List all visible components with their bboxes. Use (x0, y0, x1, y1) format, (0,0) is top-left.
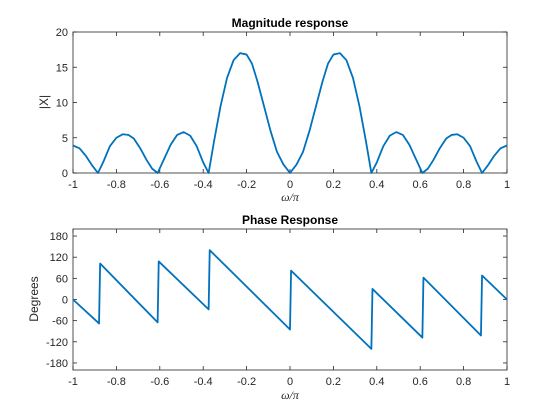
phase-x-tick-label: 0.6 (413, 376, 428, 388)
magnitude-y-tick-label: 5 (62, 133, 68, 145)
phase-x-tick-label: -0.2 (237, 376, 256, 388)
phase-axes: -1 -0.8 -0.6 -0.4 -0.2 0 0.2 0.4 0.6 0.8 1 -180 -120… (27, 213, 510, 402)
phase-series-line (72, 249, 508, 350)
magnitude-y-tick-label: 15 (56, 62, 68, 74)
magnitude-y-tick-label: 20 (56, 27, 68, 39)
magnitude-series-layer (72, 52, 508, 174)
magnitude-x-tick-label: -0.2 (237, 179, 256, 191)
magnitude-x-tick-label: -0.4 (194, 179, 213, 191)
magnitude-plot-frame (72, 31, 508, 174)
phase-x-tick-label: -1 (68, 376, 78, 388)
phase-x-tick-label: 1 (504, 376, 510, 388)
magnitude-y-tick-label: 10 (56, 98, 68, 110)
magnitude-x-tick-label: 0.6 (413, 179, 428, 191)
phase-x-tick-label: -0.4 (194, 376, 213, 388)
phase-x-tick-label: 0.8 (456, 376, 471, 388)
magnitude-series-line (72, 52, 508, 174)
phase-y-tick-label: 180 (50, 231, 68, 243)
phase-title: Phase Response (242, 213, 338, 227)
magnitude-y-tick-label: 0 (62, 168, 68, 180)
phase-y-tick-label: 120 (50, 252, 68, 264)
magnitude-title: Magnitude response (232, 16, 349, 30)
magnitude-x-tick-label: 0.2 (326, 179, 341, 191)
phase-y-tick-label: -180 (46, 358, 68, 370)
magnitude-x-tick-label: 1 (504, 179, 510, 191)
phase-y-tick-label: -120 (46, 337, 68, 349)
phase-series-layer (72, 249, 508, 350)
phase-y-tick-label: 60 (56, 273, 68, 285)
phase-x-tick-label: 0.4 (369, 376, 384, 388)
phase-tick-layer: -1 -0.8 -0.6 -0.4 -0.2 0 0.2 0.4 0.6 0.8 1 -180 -120… (46, 229, 510, 388)
magnitude-y-axis-label: |X| (37, 95, 51, 109)
magnitude-x-tick-label: 0.4 (369, 179, 384, 191)
phase-x-tick-label: 0 (287, 376, 293, 388)
phase-x-tick-label: -0.6 (150, 376, 169, 388)
phase-x-tick-label: 0.2 (326, 376, 341, 388)
phase-x-axis-label: ω/π (281, 388, 300, 402)
magnitude-axes: -1 -0.8 -0.6 -0.4 -0.2 0 0.2 0.4 0.6 0.8 105101520… (37, 16, 510, 204)
phase-x-tick-label: -0.8 (107, 376, 126, 388)
phase-y-tick-label: 0 (62, 295, 68, 307)
magnitude-x-tick-label: -0.8 (107, 179, 126, 191)
magnitude-x-tick-label: 0.8 (456, 179, 471, 191)
magnitude-x-tick-label: -0.6 (150, 179, 169, 191)
magnitude-x-tick-label: 0 (287, 179, 293, 191)
phase-y-axis-label: Degrees (27, 276, 41, 321)
phase-y-tick-label: -60 (52, 316, 68, 328)
magnitude-x-tick-label: -1 (68, 179, 78, 191)
magnitude-x-axis-label: ω/π (281, 190, 300, 204)
